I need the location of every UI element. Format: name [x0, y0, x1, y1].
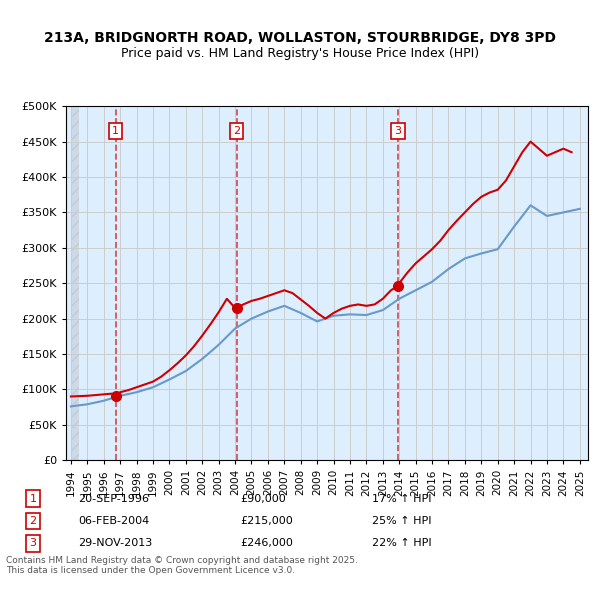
Text: 2: 2 [233, 126, 240, 136]
Text: 20-SEP-1996: 20-SEP-1996 [78, 494, 149, 503]
Text: 17% ↑ HPI: 17% ↑ HPI [372, 494, 431, 503]
Text: 06-FEB-2004: 06-FEB-2004 [78, 516, 149, 526]
Text: 25% ↑ HPI: 25% ↑ HPI [372, 516, 431, 526]
Text: 29-NOV-2013: 29-NOV-2013 [78, 539, 152, 548]
Text: £215,000: £215,000 [240, 516, 293, 526]
Text: 3: 3 [29, 539, 37, 548]
Text: 2: 2 [29, 516, 37, 526]
Text: Contains HM Land Registry data © Crown copyright and database right 2025.
This d: Contains HM Land Registry data © Crown c… [6, 556, 358, 575]
Text: 1: 1 [112, 126, 119, 136]
Text: £90,000: £90,000 [240, 494, 286, 503]
Text: Price paid vs. HM Land Registry's House Price Index (HPI): Price paid vs. HM Land Registry's House … [121, 47, 479, 60]
Text: 1: 1 [29, 494, 37, 503]
Text: 22% ↑ HPI: 22% ↑ HPI [372, 539, 431, 548]
Bar [71, 106, 79, 460]
Text: 3: 3 [394, 126, 401, 136]
Text: 213A, BRIDGNORTH ROAD, WOLLASTON, STOURBRIDGE, DY8 3PD: 213A, BRIDGNORTH ROAD, WOLLASTON, STOURB… [44, 31, 556, 45]
Text: £246,000: £246,000 [240, 539, 293, 548]
